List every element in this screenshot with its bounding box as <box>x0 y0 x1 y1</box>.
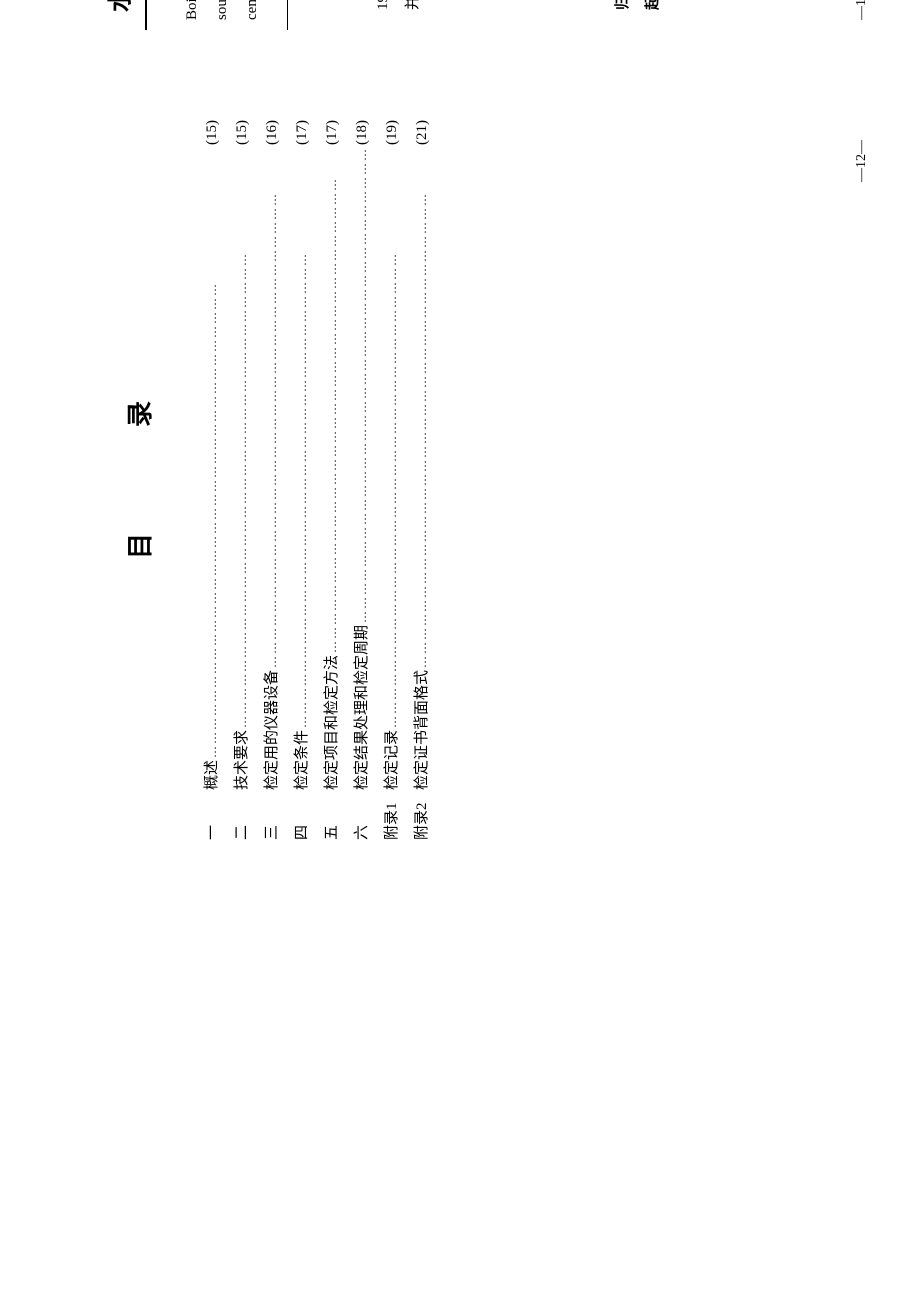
toc-label: 技术要求 <box>227 730 257 790</box>
title-page: 水泥安定性试验用沸煮箱 Boiling testing box for soun… <box>60 0 880 80</box>
english-line-2: soundness of the portland cement <box>207 0 267 20</box>
approval-text: 本检定规程经国家建筑材料工业局于1994年7月28日 批 准， 并自1994年9… <box>338 0 428 10</box>
mid-rule <box>287 0 288 30</box>
toc-page: (16) <box>257 120 287 145</box>
toc-row: 一概述…………………………………………………………………………………………(15… <box>197 120 227 840</box>
english-line-1: Boiling testing box for <box>177 0 207 20</box>
toc-num: 附录1 <box>377 790 407 840</box>
toc-dots: ………………………………………………………………………………………… <box>230 145 254 730</box>
toc-num: 三 <box>257 790 287 840</box>
toc-label: 概述 <box>197 760 227 790</box>
toc-page: 目 录 一概述………………………………………………………………………………………… <box>60 80 880 880</box>
toc-num: 二 <box>227 790 257 840</box>
toc-row: 附录2检定证书背面格式……………………………………………………………………………… <box>407 120 437 840</box>
toc-dots: ………………………………………………………………………………………… <box>260 145 284 670</box>
page-number-left: —12— <box>854 140 870 182</box>
toc-row: 二技术要求…………………………………………………………………………………………(… <box>227 120 257 840</box>
english-block: Boiling testing box for soundness of the… <box>177 0 267 20</box>
toc-page: (21) <box>407 120 437 145</box>
toc-title: 目 录 <box>120 120 157 840</box>
approval-line-1: 本检定规程经国家建筑材料工业局于1994年7月28日 批 准， <box>345 0 391 10</box>
toc-label: 检定用的仪器设备 <box>257 670 287 790</box>
org2-label: 起草单位： <box>638 0 698 10</box>
org1-label: 归口单位： <box>608 0 638 10</box>
toc-num: 五 <box>317 790 347 840</box>
toc-dots: ………………………………………………………………………………………… <box>350 145 374 625</box>
approval-line-2: 并自1994年9月1日起施行。 <box>398 0 428 10</box>
toc-num: 一 <box>197 790 227 840</box>
toc-page: (18) <box>347 120 377 145</box>
english-title: Boiling testing box for soundness of the… <box>177 0 267 20</box>
toc-row: 五检定项目和检定方法………………………………………………………………………………… <box>317 120 347 840</box>
toc-label: 检定记录 <box>377 730 407 790</box>
toc-dots: ………………………………………………………………………………………… <box>410 145 434 670</box>
page-number-right: —13— <box>854 0 870 20</box>
toc-list: 一概述…………………………………………………………………………………………(15… <box>197 120 437 840</box>
title-rule <box>145 0 147 30</box>
toc-page: (17) <box>287 120 317 145</box>
toc-dots: ………………………………………………………………………………………… <box>320 145 344 655</box>
toc-page: (15) <box>227 120 257 145</box>
toc-dots: ………………………………………………………………………………………… <box>290 145 314 730</box>
toc-label: 检定结果处理和检定周期 <box>347 625 377 790</box>
toc-page: (17) <box>317 120 347 145</box>
toc-num: 六 <box>347 790 377 840</box>
toc-page: (19) <box>377 120 407 145</box>
document-title: 水泥安定性试验用沸煮箱 <box>100 0 135 40</box>
toc-label: 检定条件 <box>287 730 317 790</box>
toc-label: 检定项目和检定方法 <box>317 655 347 790</box>
toc-num: 四 <box>287 790 317 840</box>
toc-page: (15) <box>197 120 227 145</box>
toc-dots: ………………………………………………………………………………………… <box>200 145 224 760</box>
toc-num: 附录2 <box>407 790 437 840</box>
toc-label: 检定证书背面格式 <box>407 670 437 790</box>
org-note: 本规程技术条文由起草单位负责解释 <box>698 0 758 10</box>
toc-row: 四检定条件…………………………………………………………………………………………(… <box>287 120 317 840</box>
toc-row: 六检定结果处理和检定周期…………………………………………………………………………… <box>347 120 377 840</box>
toc-row: 附录1检定记录………………………………………………………………………………………… <box>377 120 407 840</box>
organizations: 归口单位： 国家建筑材料工业局 起草单位： 中国建筑材料科学研研院水泥研究所 本… <box>608 0 758 10</box>
toc-dots: ………………………………………………………………………………………… <box>380 145 404 730</box>
toc-row: 三检定用的仪器设备…………………………………………………………………………………… <box>257 120 287 840</box>
